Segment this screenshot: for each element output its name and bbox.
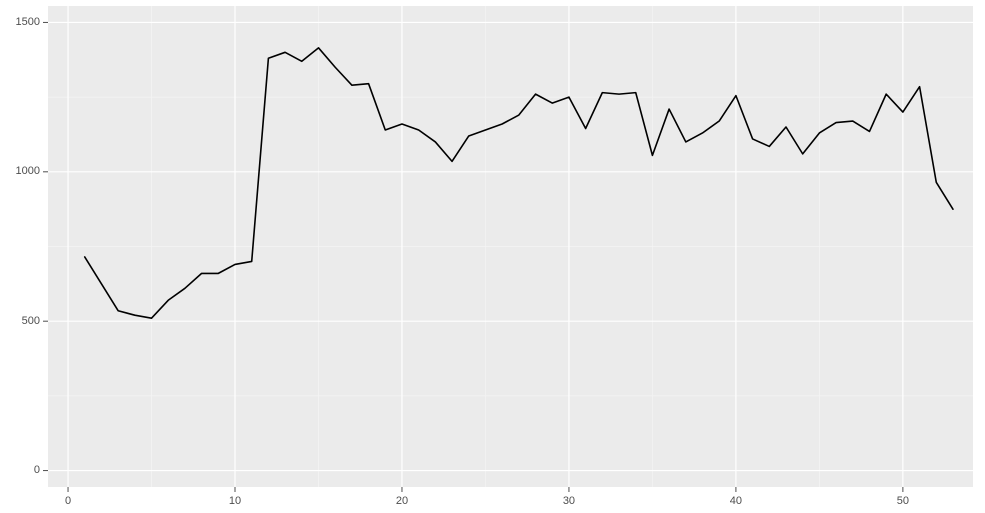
x-tick-label-10: 10 [220,495,250,507]
x-tick-label-20: 20 [387,495,417,507]
line-chart: 0 500 1000 1500 0 10 20 30 40 50 [0,0,985,513]
x-tick-label-50: 50 [888,495,918,507]
x-tick-label-40: 40 [721,495,751,507]
chart-svg [0,0,985,513]
y-tick-label-1000: 1000 [16,165,40,177]
y-tick-label-1500: 1500 [16,16,40,28]
y-tick-label-500: 500 [22,315,40,327]
x-tick-label-30: 30 [554,495,584,507]
y-tick-label-0: 0 [34,464,40,476]
x-tick-label-0: 0 [53,495,83,507]
